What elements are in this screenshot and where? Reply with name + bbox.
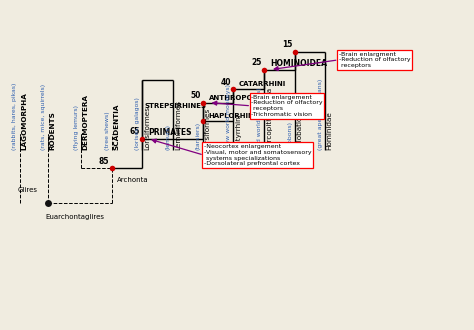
Text: ANTHROPOIDS: ANTHROPOIDS [209,95,266,101]
Text: -Neocortex enlargement
-Visual, motor and somatosensory
 systems specializations: -Neocortex enlargement -Visual, motor an… [204,144,311,166]
Text: SCADENTIA: SCADENTIA [113,104,119,150]
Text: Glires: Glires [17,187,37,193]
Text: (lorises, galagos): (lorises, galagos) [135,97,140,150]
Text: STREPSIRHINES: STREPSIRHINES [145,103,207,109]
Text: (gibbons): (gibbons) [287,121,292,150]
Text: (old world monkeys): (old world monkeys) [257,87,262,150]
Text: (new world monkeys): (new world monkeys) [226,84,231,150]
Text: Platyrrhini: Platyrrhini [235,114,241,150]
Text: PRIMATES: PRIMATES [148,128,191,137]
Text: Lemuriformes: Lemuriformes [175,100,181,150]
Text: HAPLORHINI: HAPLORHINI [209,113,257,119]
Text: -Brain enlargement
-Reduction of olfactory
 receptors
-Trichromatic vision: -Brain enlargement -Reduction of olfacto… [251,95,323,117]
Text: (great apes & humans): (great apes & humans) [318,79,323,150]
Text: Euarchontaglires: Euarchontaglires [46,214,105,220]
Text: (rabbits, hares, pikas): (rabbits, hares, pikas) [12,83,18,150]
Text: 65: 65 [130,127,140,136]
Text: LAGOMORPHA: LAGOMORPHA [21,92,27,150]
Text: Hylobatidae: Hylobatidae [296,107,302,150]
Text: CATARRHINI: CATARRHINI [239,82,286,87]
Text: 40: 40 [220,78,231,87]
Text: Lorisiformes: Lorisiformes [144,106,150,150]
Text: Tarsiformes: Tarsiformes [205,109,211,150]
Text: (lemurs): (lemurs) [166,124,171,150]
Text: 15: 15 [282,40,292,49]
Text: (rats, mice, squirrels): (rats, mice, squirrels) [41,84,46,150]
Text: HOMINOIDEA: HOMINOIDEA [270,59,327,68]
Text: Archonta: Archonta [117,177,148,182]
Text: 85: 85 [99,157,109,166]
Text: 25: 25 [252,58,262,67]
Text: Hominidae: Hominidae [327,111,333,150]
Text: DERMOPTERA: DERMOPTERA [83,94,89,150]
Text: (flying lemurs): (flying lemurs) [74,105,79,150]
Text: (tree shews): (tree shews) [105,112,109,150]
Text: 50: 50 [190,91,201,100]
Text: Cercopithecoidea: Cercopithecoidea [266,87,272,150]
Text: RODENTS: RODENTS [50,111,55,150]
Text: -Brain enlargment
-Reduction of olfactory
 receptors: -Brain enlargment -Reduction of olfactor… [338,51,410,68]
Text: (tarsiers): (tarsiers) [196,122,201,150]
